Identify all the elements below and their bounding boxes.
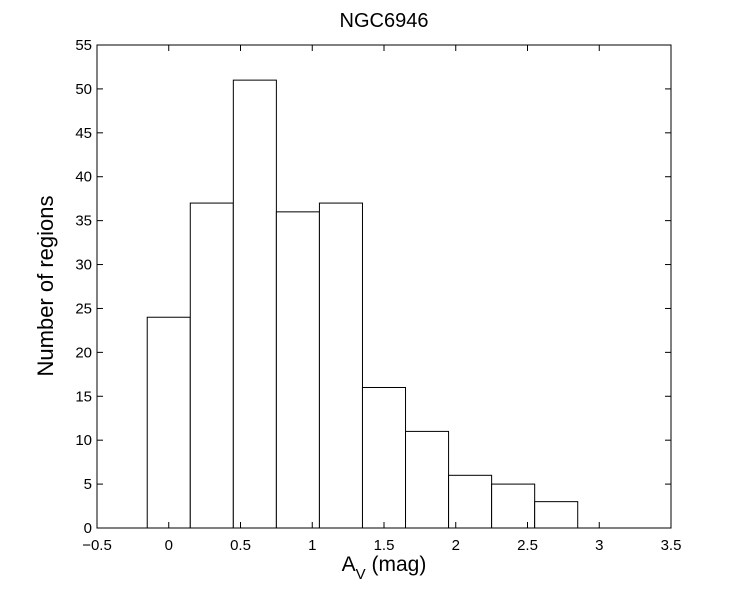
y-tick-label: 5 (84, 476, 92, 493)
chart-title: NGC6946 (340, 10, 429, 32)
y-axis-ticks: 0 5 10 15 20 25 30 35 40 45 50 55 (75, 37, 671, 537)
x-tick-label: 2 (452, 537, 460, 554)
histogram-bar (405, 430, 450, 529)
histogram-bar (189, 202, 234, 529)
y-tick-label: 10 (75, 432, 92, 449)
x-tick-label: 3.5 (661, 537, 682, 554)
y-tick-label: 40 (75, 169, 92, 186)
y-tick-label: 35 (75, 213, 92, 230)
y-tick-label: 20 (75, 344, 92, 361)
x-axis-ticks: −0.5 0 0.5 1 1.5 2 2.5 3 3.5 (82, 45, 681, 554)
x-axis-label: AV (mag) (342, 553, 427, 583)
x-tick-label: 0.5 (230, 537, 251, 554)
x-tick-label: 0 (165, 537, 173, 554)
x-tick-label: −0.5 (82, 537, 112, 554)
histogram-bar (318, 202, 363, 529)
x-tick-label: 1 (308, 537, 316, 554)
y-tick-label: 25 (75, 300, 92, 317)
y-tick-label: 45 (75, 125, 92, 142)
histogram-bar (146, 316, 191, 529)
y-axis-label: Number of regions (33, 196, 58, 377)
x-tick-label: 1.5 (374, 537, 395, 554)
histogram-bar (534, 501, 579, 529)
y-tick-label: 15 (75, 388, 92, 405)
x-axis-label-subscript: V (356, 566, 366, 583)
histogram-bar (491, 483, 536, 529)
x-axis-label-suffix: (mag) (366, 553, 427, 576)
y-tick-label: 50 (75, 81, 92, 98)
histogram-bar (232, 79, 277, 529)
bars-group (146, 79, 579, 529)
x-axis-label-main: A (342, 553, 356, 576)
histogram-bar (448, 474, 493, 529)
histogram-bar (361, 386, 407, 529)
y-tick-label: 55 (75, 37, 92, 54)
y-tick-label: 30 (75, 257, 92, 274)
x-tick-label: 3 (595, 537, 603, 554)
x-tick-label: 2.5 (517, 537, 538, 554)
histogram-bar (275, 211, 320, 529)
y-tick-label: 0 (84, 520, 92, 537)
plot-area-frame (96, 44, 672, 529)
